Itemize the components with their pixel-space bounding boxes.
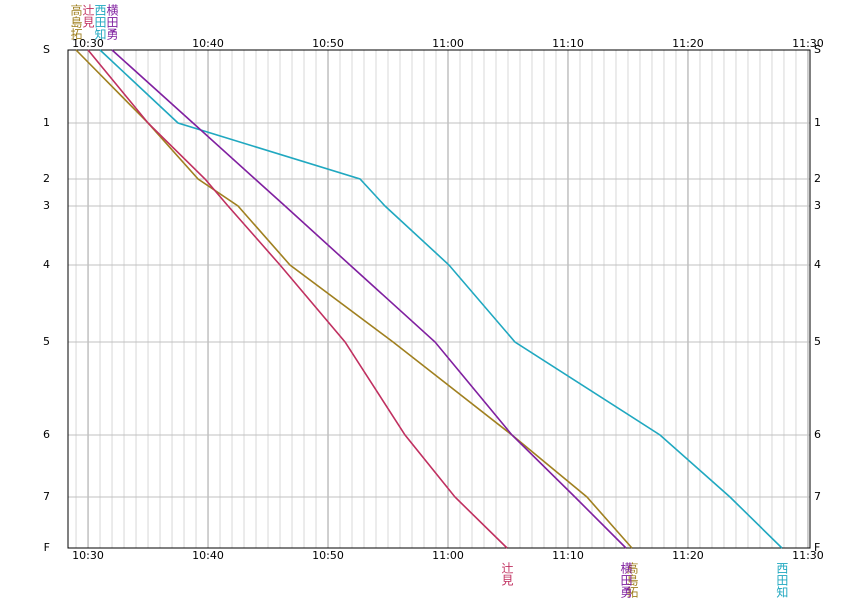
runner-label: 横田勇 [619, 562, 633, 598]
y-tick-label: 2 [814, 172, 821, 185]
x-tick-label: 11:00 [432, 549, 464, 562]
runner-label: 辻見 [500, 562, 514, 586]
y-tick-label: 5 [814, 335, 821, 348]
y-tick-label: 7 [814, 490, 821, 503]
runner-label: 辻見 [81, 4, 95, 28]
runner-label: 西田知 [775, 562, 789, 599]
x-tick-label: 10:30 [72, 37, 104, 50]
runner-label: 高島拓 [69, 3, 83, 40]
x-tick-label: 10:50 [312, 37, 344, 50]
y-tick-label: 6 [43, 428, 50, 441]
x-tick-label: 11:30 [792, 37, 824, 50]
x-tick-label: 10:40 [192, 37, 224, 50]
y-tick-label: 5 [43, 335, 50, 348]
y-tick-label: S [43, 43, 50, 56]
y-tick-label: 2 [43, 172, 50, 185]
x-tick-label: 11:20 [672, 37, 704, 50]
x-tick-label: 11:10 [552, 37, 584, 50]
y-tick-label: S [814, 43, 821, 56]
runner-line [111, 49, 627, 549]
runner-label: 高島拓 [625, 561, 639, 598]
x-tick-label: 11:00 [432, 37, 464, 50]
y-tick-label: 7 [43, 490, 50, 503]
x-tick-label: 11:10 [552, 549, 584, 562]
x-tick-label: 10:30 [72, 549, 104, 562]
y-tick-label: 1 [43, 116, 50, 129]
y-tick-label: 1 [814, 116, 821, 129]
plot-frame [67, 49, 811, 549]
x-tick-label: 10:40 [192, 549, 224, 562]
y-tick-label: 4 [814, 258, 821, 271]
runner-line [99, 49, 783, 549]
y-tick-label: 6 [814, 428, 821, 441]
runner-label: 横田勇 [105, 4, 119, 40]
y-tick-label: F [44, 541, 50, 554]
y-tick-label: 3 [43, 199, 50, 212]
y-tick-label: 4 [43, 258, 50, 271]
x-tick-label: 11:30 [792, 549, 824, 562]
y-tick-label: F [814, 541, 820, 554]
x-tick-label: 11:20 [672, 549, 704, 562]
runner-line [87, 49, 508, 549]
y-tick-label: 3 [814, 199, 821, 212]
runner-line [75, 49, 633, 549]
x-tick-label: 10:50 [312, 549, 344, 562]
runner-label: 西田知 [93, 4, 107, 41]
